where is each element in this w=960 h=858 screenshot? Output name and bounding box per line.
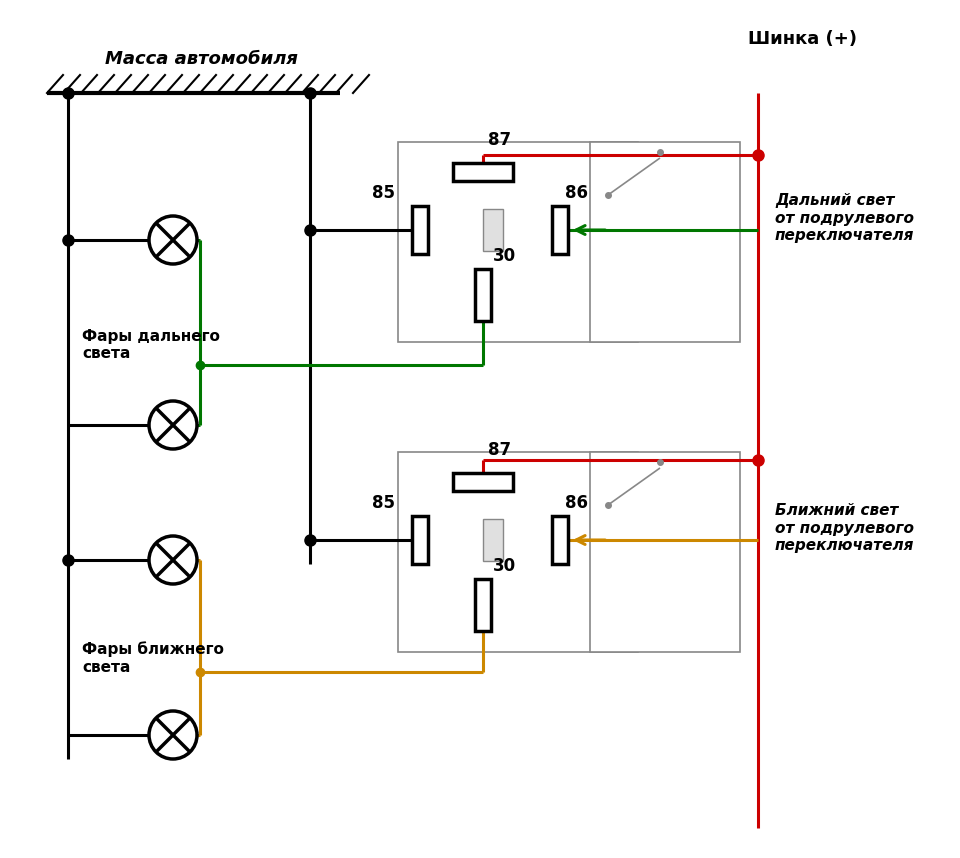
- Text: 87: 87: [488, 131, 511, 149]
- Text: Шинка (+): Шинка (+): [748, 30, 857, 48]
- Text: 87: 87: [488, 441, 511, 459]
- Bar: [453, 473, 513, 491]
- Bar: [475, 269, 491, 321]
- Bar: [398, 452, 638, 652]
- Bar: [552, 516, 568, 564]
- Bar: [453, 163, 513, 181]
- Text: 86: 86: [565, 184, 588, 202]
- Text: 85: 85: [372, 494, 395, 512]
- Text: Дальний свет
от подрулевого
переключателя: Дальний свет от подрулевого переключател…: [775, 193, 914, 243]
- Text: Фары ближнего
света: Фары ближнего света: [82, 642, 224, 674]
- Bar: [483, 209, 503, 251]
- Bar: [552, 206, 568, 254]
- Text: 30: 30: [493, 557, 516, 575]
- Bar: [412, 516, 428, 564]
- Bar: [412, 206, 428, 254]
- Text: 85: 85: [372, 184, 395, 202]
- Bar: [590, 142, 740, 342]
- Bar: [398, 142, 638, 342]
- Text: Ближний свет
от подрулевого
переключателя: Ближний свет от подрулевого переключател…: [775, 503, 914, 553]
- Bar: [483, 519, 503, 561]
- Text: Фары дальнего
света: Фары дальнего света: [82, 329, 220, 361]
- Text: 86: 86: [565, 494, 588, 512]
- Bar: [475, 579, 491, 631]
- Bar: [590, 452, 740, 652]
- Text: Масса автомобиля: Масса автомобиля: [105, 50, 298, 68]
- Text: 30: 30: [493, 247, 516, 265]
